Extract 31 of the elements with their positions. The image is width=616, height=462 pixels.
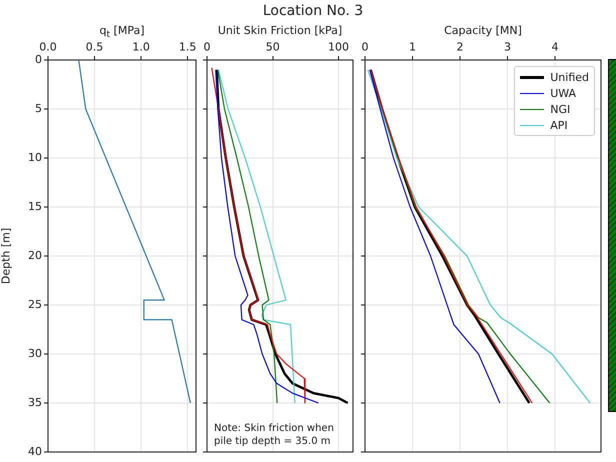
y-tick-label: 25 (28, 298, 42, 311)
y-tick-label: 20 (28, 248, 42, 262)
x-tick-label: 4 (551, 40, 558, 54)
y-tick-label: 10 (28, 150, 42, 164)
x-axis-title: q$_{t}$ [MPa] (98, 24, 146, 40)
y-tick-label: 15 (28, 200, 42, 213)
x-tick-label: 1 (408, 40, 416, 54)
y-tick-label: 30 (28, 346, 42, 360)
x-tick-label: 100 (328, 40, 350, 54)
x-tick-label: 0 (204, 40, 210, 54)
x-tick-label: 3 (504, 40, 511, 54)
x-tick-label: 50 (266, 40, 280, 54)
y-axis-title: Depth [m] (0, 228, 12, 284)
x-axis-title: Capacity [MN] (443, 24, 523, 37)
x-tick-label: 0.0 (39, 40, 57, 54)
legend-label: API (550, 118, 568, 132)
y-tick-label: 35 (28, 396, 42, 409)
chart-title: Location No. 3 (262, 3, 364, 19)
y-tick-label: 5 (35, 102, 42, 115)
legend-label: NGI (550, 102, 570, 116)
x-tick-label: 0 (362, 40, 368, 54)
y-tick-label: 0 (35, 52, 42, 66)
x-axis-title: Unit Skin Friction [kPa] (216, 24, 344, 37)
y-tick-label: 40 (28, 444, 42, 458)
legend-label: UWA (550, 86, 576, 100)
x-tick-label: 1.0 (132, 40, 150, 54)
annotation: Note: Skin friction when pile tip depth = 35.0 m (214, 423, 334, 447)
x-tick-label: 0.5 (86, 40, 104, 54)
x-tick-label: 1.5 (178, 40, 196, 54)
legend-label: Unified (550, 70, 589, 84)
x-tick-label: 2 (456, 40, 464, 54)
